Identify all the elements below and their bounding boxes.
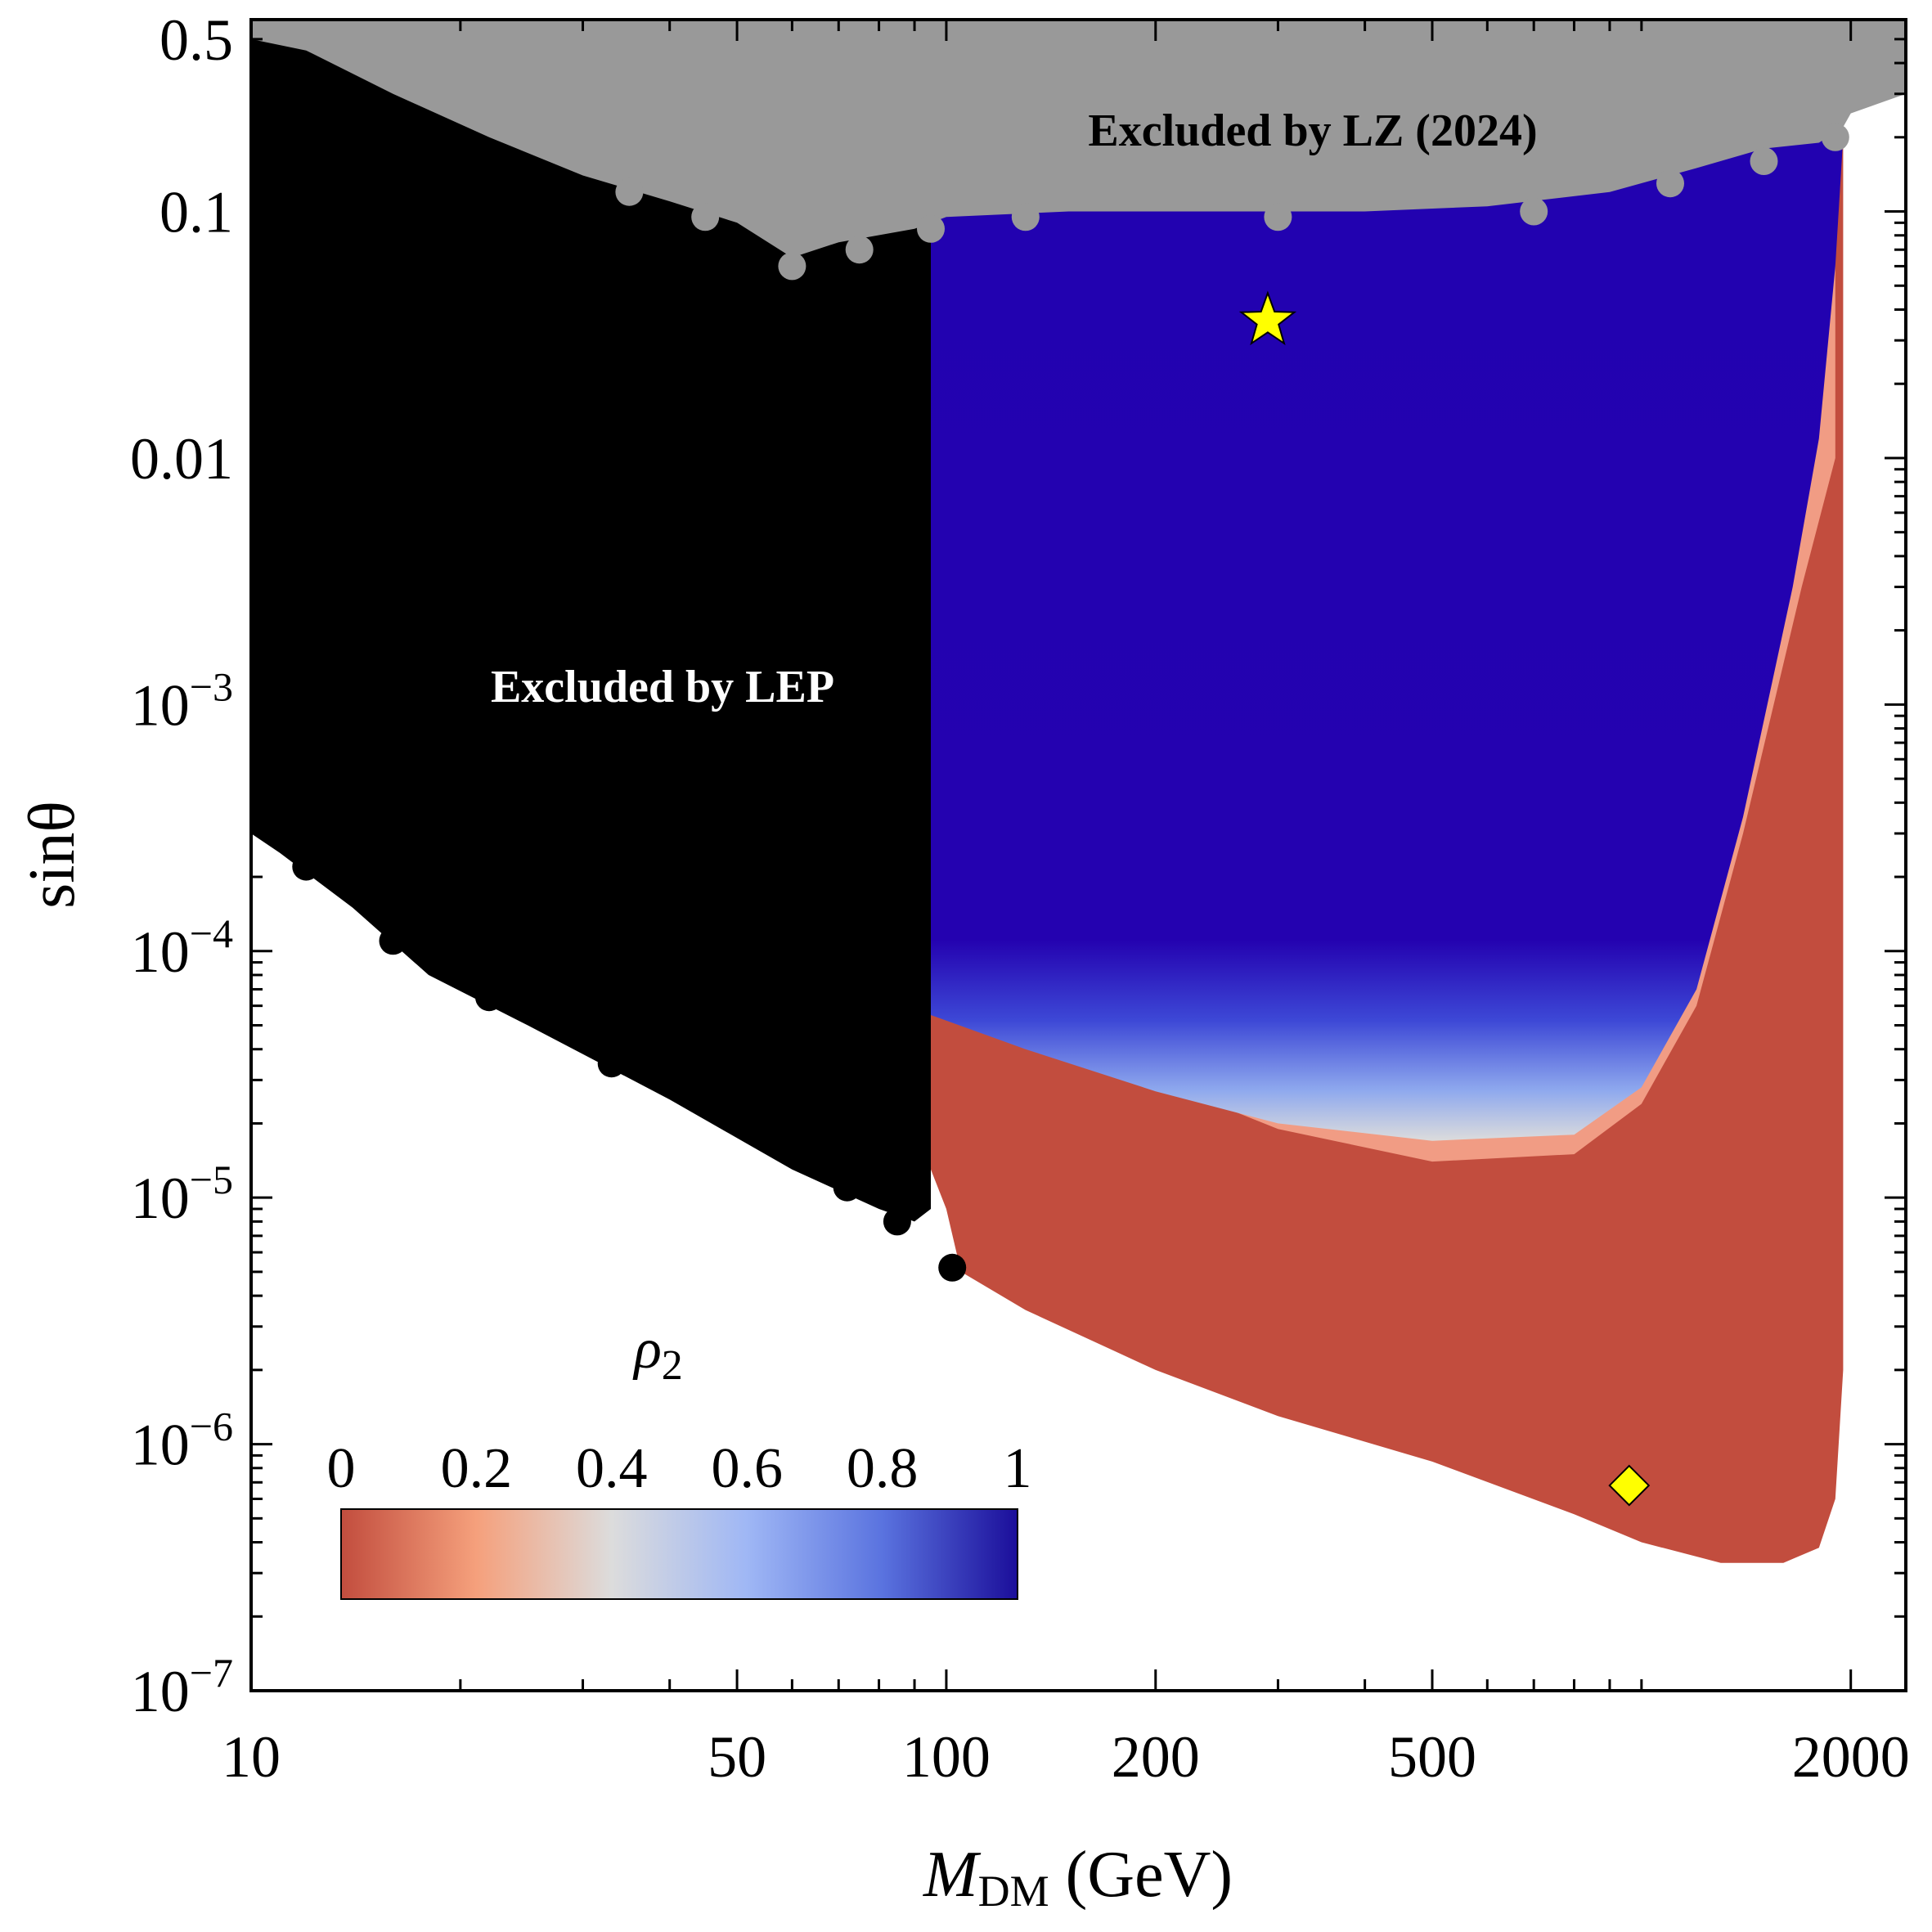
lz-dot [1656, 169, 1684, 198]
x-tick-label: 50 [708, 1724, 766, 1790]
colorbar-tick-label: 0.6 [711, 1437, 783, 1500]
lep-dot [475, 983, 503, 1012]
x-tick-label: 200 [1112, 1724, 1200, 1790]
region-lep-excluded [251, 20, 931, 1222]
lep-dot [252, 616, 280, 645]
lep-dot [292, 852, 321, 881]
lz-dot [615, 177, 644, 206]
lz-dot [1264, 203, 1292, 231]
x-axis-title: MDM (GeV) [923, 1839, 1233, 1916]
y-axis-title: sinθ [16, 801, 88, 909]
regions-layer [251, 20, 1906, 1563]
colorbar-tick-label: 0.8 [847, 1437, 919, 1500]
lep-dot [833, 1173, 861, 1202]
y-tick-label: 10−6 [131, 1404, 233, 1478]
lz-dot [917, 214, 945, 243]
x-tick-label: 500 [1388, 1724, 1476, 1790]
benchmark-star-marker [1238, 290, 1297, 346]
lz-dot [1750, 147, 1778, 175]
y-tick-label: 10−3 [131, 663, 233, 738]
y-tick-label: 10−7 [131, 1650, 233, 1724]
lz-edge-dots [615, 123, 1849, 281]
lep-dot [597, 1049, 626, 1078]
lz-dot [778, 252, 806, 281]
lep-dot [883, 1207, 911, 1236]
region-allowed-blue [931, 137, 1844, 1141]
markers-layer [1238, 290, 1651, 1507]
lep-edge-dots [252, 616, 967, 1282]
y-tick-label: 0.01 [130, 426, 233, 492]
colorbar-tick-label: 0.2 [441, 1437, 513, 1500]
plot-frame [249, 18, 1907, 1692]
x-axis-ticks: 10 50 100 200 500 2000 [222, 20, 1910, 1790]
y-tick-label: 0.5 [160, 7, 233, 73]
colorbar-tick-label: 1 [1004, 1437, 1032, 1500]
colorbar-tick-label: 0.4 [576, 1437, 648, 1500]
lz-dot [1520, 197, 1548, 226]
lep-dot [266, 754, 294, 783]
x-tick-label: 100 [902, 1724, 991, 1790]
x-tick-label: 10 [222, 1724, 281, 1790]
colorbar-gradient [340, 1508, 1018, 1600]
lz-excluded-label: Excluded by LZ (2024) [1088, 106, 1537, 156]
colorbar-label: ρ2 [632, 1318, 683, 1389]
y-tick-label: 0.1 [160, 180, 233, 245]
lep-dot [938, 1253, 967, 1282]
x-tick-label: 2000 [1792, 1724, 1910, 1790]
benchmark-diamond-marker [1608, 1464, 1651, 1507]
y-tick-label: 10−5 [131, 1157, 233, 1231]
lz-dot [845, 236, 874, 264]
lz-dot [1011, 203, 1040, 231]
lz-dot [1821, 123, 1849, 151]
lep-dot [379, 927, 407, 955]
y-axis-ticks: 0.5 0.1 0.01 10−3 10−4 10−5 10−6 10−7 [130, 7, 1906, 1724]
lep-excluded-label: Excluded by LEP [491, 662, 834, 712]
lep-dot [735, 1109, 763, 1138]
colorbar: ρ2 0 0.2 0.4 0.6 0.8 1 [327, 1318, 1032, 1600]
region-lz-excluded [251, 20, 1906, 258]
lz-dot [691, 203, 720, 231]
colorbar-tick-labels: 0 0.2 0.4 0.6 0.8 1 [327, 1437, 1032, 1500]
colorbar-tick-label: 0 [327, 1437, 356, 1500]
y-tick-label: 10−4 [131, 910, 233, 985]
